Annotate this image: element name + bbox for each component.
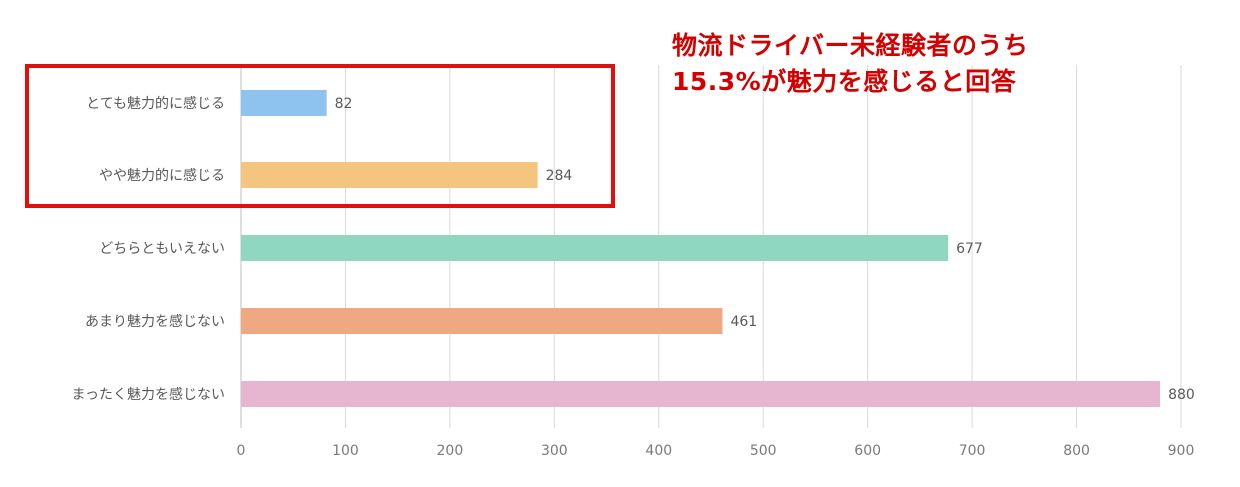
annotation: 物流ドライバー未経験者のうち 15.3%が魅力を感じると回答 bbox=[672, 28, 1029, 100]
category-label: やや魅力的に感じる bbox=[99, 167, 225, 184]
value-label: 677 bbox=[956, 241, 983, 257]
x-tick-label: 500 bbox=[750, 443, 777, 459]
x-tick-label: 400 bbox=[645, 443, 672, 459]
x-tick-label: 800 bbox=[1063, 443, 1090, 459]
value-label: 880 bbox=[1168, 387, 1195, 403]
bar bbox=[241, 90, 327, 116]
value-label: 461 bbox=[730, 314, 757, 330]
category-label: どちらともいえない bbox=[99, 241, 225, 257]
bar bbox=[241, 381, 1161, 407]
value-label: 284 bbox=[546, 168, 573, 184]
x-tick-label: 200 bbox=[437, 443, 464, 459]
bar bbox=[241, 308, 723, 334]
highlight-box bbox=[25, 64, 615, 208]
bar bbox=[241, 162, 538, 188]
x-tick-label: 0 bbox=[237, 443, 246, 459]
x-tick-label: 300 bbox=[541, 443, 568, 459]
value-label: 82 bbox=[335, 96, 353, 112]
x-tick-label: 900 bbox=[1168, 443, 1195, 459]
category-label: とても魅力的に感じる bbox=[86, 95, 225, 112]
x-tick-label: 700 bbox=[959, 443, 986, 459]
category-label: まったく魅力を感じない bbox=[72, 386, 225, 403]
bar bbox=[241, 235, 949, 261]
category-label: あまり魅力を感じない bbox=[85, 313, 225, 330]
annotation-line-2: 15.3%が魅力を感じると回答 bbox=[672, 67, 1017, 96]
x-tick-label: 600 bbox=[854, 443, 881, 459]
annotation-line-1: 物流ドライバー未経験者のうち bbox=[672, 31, 1029, 60]
x-tick-label: 100 bbox=[332, 443, 359, 459]
